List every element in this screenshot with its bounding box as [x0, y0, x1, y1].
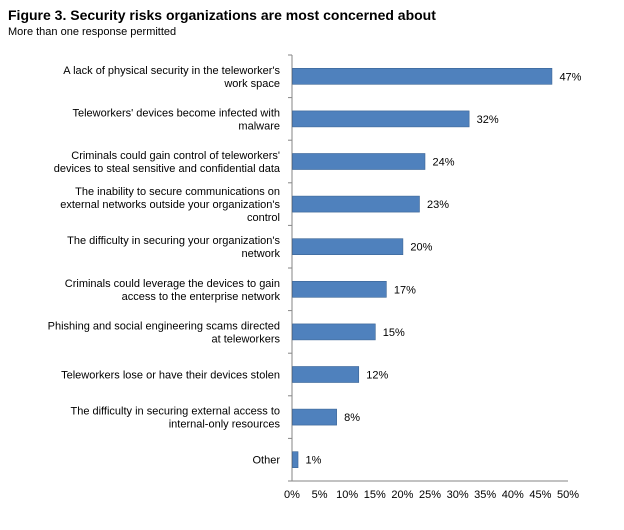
data-label: 8%: [344, 412, 360, 424]
bar: [292, 451, 299, 469]
category-label: Phishing and social engineering scams di…: [48, 320, 280, 332]
x-tick-label: 15%: [364, 489, 386, 501]
category-label: A lack of physical security in the telew…: [63, 65, 280, 77]
category-label: control: [247, 212, 280, 224]
data-label: 1%: [306, 455, 322, 467]
x-tick-label: 40%: [502, 489, 524, 501]
category-label: The difficulty in securing your organiza…: [67, 235, 280, 247]
data-label: 47%: [559, 71, 581, 83]
data-label: 24%: [432, 157, 454, 169]
bar: [292, 153, 426, 170]
x-tick-label: 45%: [529, 489, 551, 501]
data-label: 20%: [410, 242, 432, 254]
x-tick-label: 10%: [336, 489, 358, 501]
category-label: devices to steal sensitive and confident…: [54, 163, 281, 175]
category-label: external networks outside your organizat…: [60, 199, 280, 211]
bar: [292, 323, 376, 341]
category-label: work space: [223, 78, 280, 90]
category-label: The inability to secure communications o…: [75, 186, 280, 198]
data-label: 15%: [383, 327, 405, 339]
x-tick-label: 0%: [284, 489, 300, 501]
category-label: at teleworkers: [212, 333, 281, 345]
category-label: malware: [238, 120, 280, 132]
category-label: Teleworkers' devices become infected wit…: [72, 107, 280, 119]
data-label: 23%: [427, 199, 449, 211]
chart-subtitle: More than one response permitted: [8, 26, 177, 38]
x-tick-label: 30%: [447, 489, 469, 501]
chart-title: Figure 3. Security risks organizations a…: [8, 7, 436, 23]
category-label: Criminals could leverage the devices to …: [65, 278, 280, 290]
category-label: network: [241, 248, 280, 260]
x-tick-label: 50%: [557, 489, 579, 501]
data-label: 17%: [394, 284, 416, 296]
x-tick-label: 20%: [391, 489, 413, 501]
category-label: Teleworkers lose or have their devices s…: [61, 370, 280, 382]
category-label: access to the enterprise network: [122, 291, 281, 303]
category-label: The difficulty in securing external acce…: [70, 406, 280, 418]
data-label: 12%: [366, 370, 388, 382]
bar: [292, 366, 360, 383]
bar: [292, 280, 387, 298]
category-label: internal-only resources: [169, 419, 281, 431]
data-label: 32%: [477, 114, 499, 126]
bar: [292, 195, 420, 213]
x-tick-label: 5%: [312, 489, 328, 501]
bar: [292, 110, 470, 128]
bar: [292, 68, 553, 85]
bar: [292, 408, 337, 426]
bar: [292, 238, 404, 255]
category-label: Other: [252, 455, 280, 467]
x-tick-label: 25%: [419, 489, 441, 501]
x-tick-label: 35%: [474, 489, 496, 501]
category-label: Criminals could gain control of telework…: [71, 150, 280, 162]
